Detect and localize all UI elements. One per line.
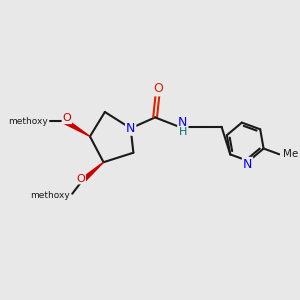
Text: O: O	[153, 82, 163, 95]
Text: N: N	[243, 158, 252, 171]
Polygon shape	[64, 119, 90, 136]
Text: Me: Me	[283, 149, 298, 159]
Text: N: N	[178, 116, 188, 129]
Text: methoxy: methoxy	[30, 191, 70, 200]
Polygon shape	[80, 162, 104, 183]
Text: O: O	[76, 173, 85, 184]
Text: N: N	[126, 122, 135, 135]
Text: H: H	[178, 127, 187, 137]
Text: O: O	[62, 113, 71, 123]
Text: methoxy: methoxy	[8, 117, 48, 126]
